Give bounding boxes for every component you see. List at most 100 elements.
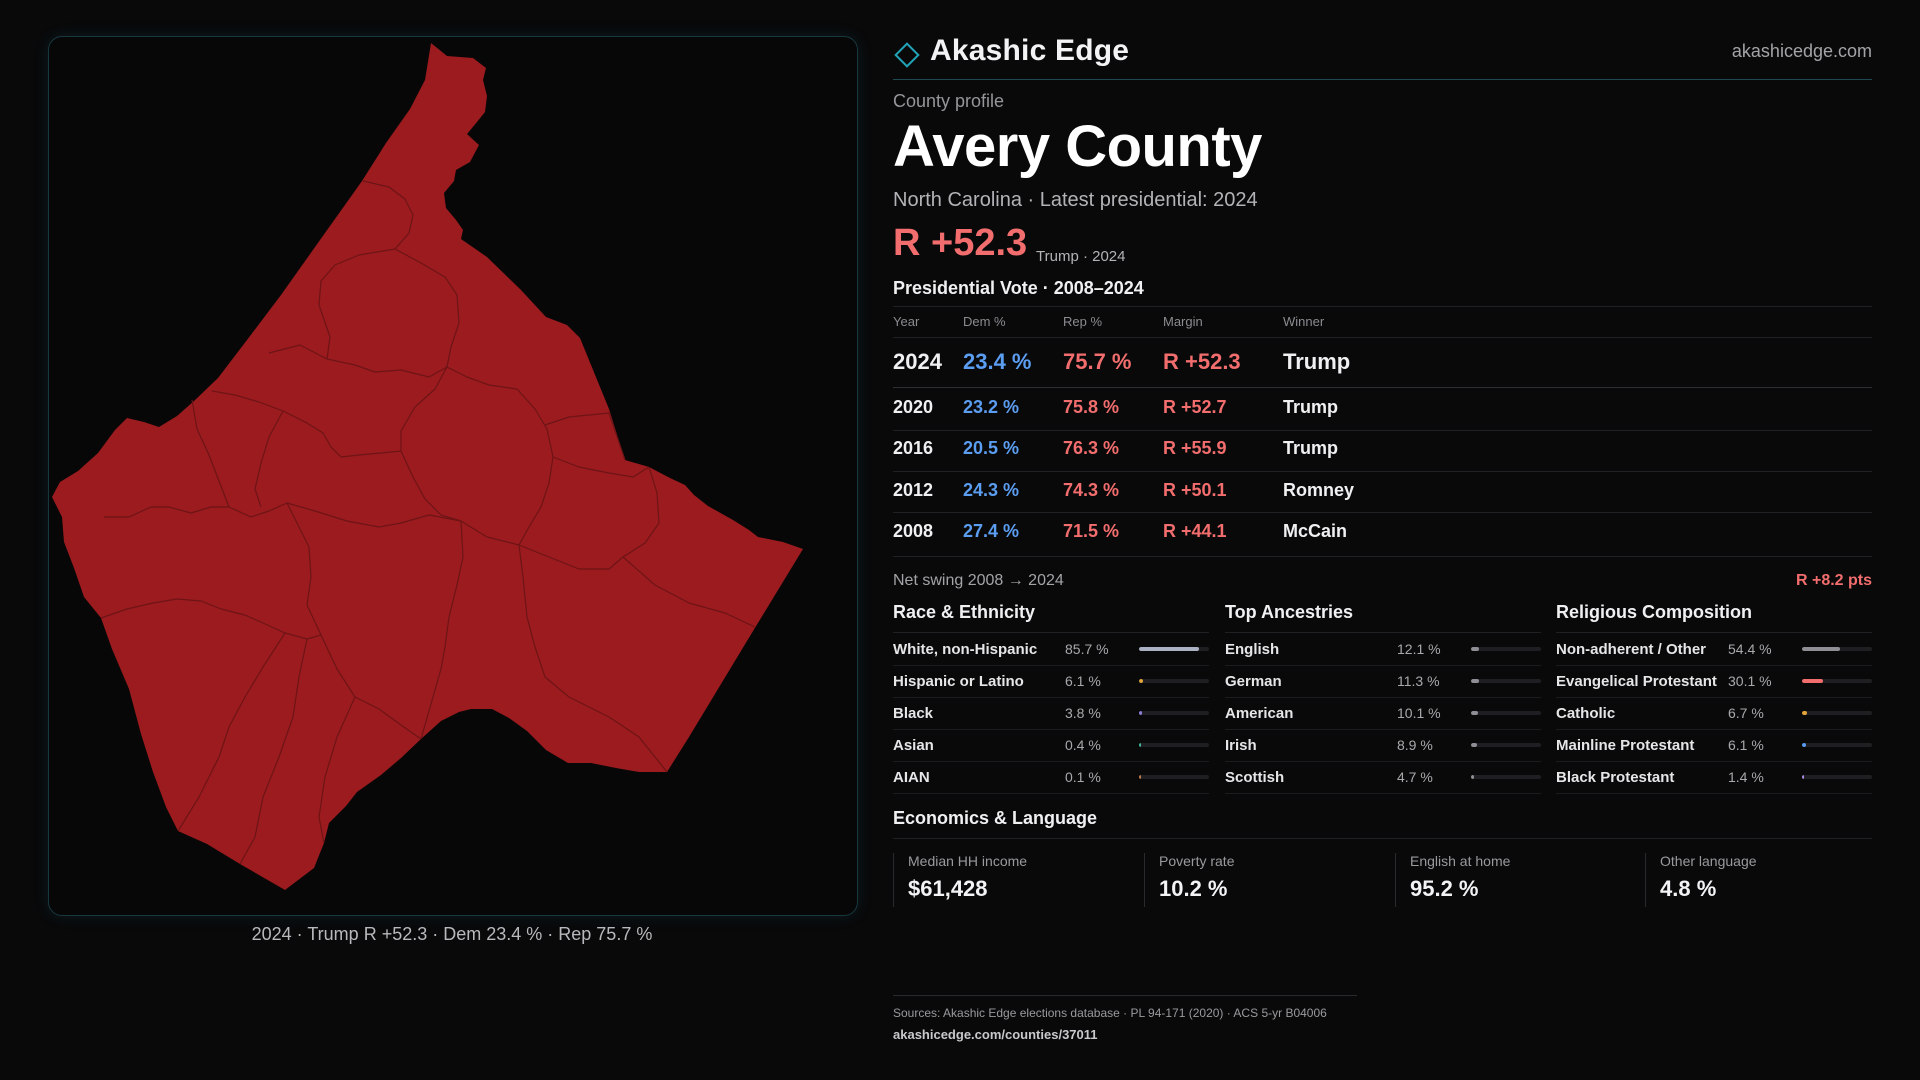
divider	[893, 838, 1872, 839]
list-item-label: Irish	[1225, 737, 1257, 754]
share-bar-track	[1802, 743, 1872, 747]
share-bar-track	[1139, 711, 1209, 715]
table-row-margin: R +55.9	[1163, 438, 1227, 458]
brand-name[interactable]: Akashic Edge	[930, 34, 1130, 67]
list-item: German 11.3 %	[1225, 665, 1541, 698]
religion-section-title: Religious Composition	[1556, 602, 1752, 622]
table-row-year: 2008	[893, 521, 934, 541]
table-row-rep: 76.3 %	[1063, 438, 1120, 458]
stat-label: Median HH income	[908, 853, 1028, 869]
brand-header: Akashic Edge akashicedge.com	[893, 34, 1872, 76]
divider	[893, 556, 1872, 557]
stat-label: Other language	[1660, 853, 1757, 869]
divider	[1225, 632, 1541, 633]
list-item: White, non-Hispanic 85.7 %	[893, 633, 1209, 666]
diamond-logo-icon	[894, 42, 920, 68]
list-item-label: Evangelical Protestant	[1556, 673, 1717, 690]
table-row-winner: Trump	[1283, 397, 1339, 417]
share-bar-track	[1471, 647, 1541, 651]
share-bar-track	[1139, 679, 1209, 683]
county-page-link[interactable]: akashicedge.com/counties/37011	[893, 1027, 1098, 1042]
list-item-value: 6.7 %	[1728, 705, 1764, 721]
share-bar-fill	[1802, 775, 1804, 779]
county-shape[interactable]	[52, 43, 803, 890]
share-bar-track	[1471, 775, 1541, 779]
list-item-value: 6.1 %	[1728, 737, 1764, 753]
share-bar-track	[1139, 743, 1209, 747]
ancestry-section-title: Top Ancestries	[1225, 602, 1354, 622]
table-row-winner: Trump	[1283, 349, 1351, 374]
divider	[893, 430, 1872, 431]
divider	[893, 632, 1209, 633]
list-item-label: Black	[893, 705, 934, 722]
list-item-value: 11.3 %	[1397, 673, 1440, 689]
list-item-value: 4.7 %	[1397, 769, 1433, 785]
table-row-winner: McCain	[1283, 521, 1348, 541]
stat-other-language: Other language 4.8 %	[1645, 853, 1886, 907]
share-bar-fill	[1471, 711, 1479, 715]
table-row-dem: 23.4 %	[963, 349, 1032, 374]
share-bar-track	[1802, 775, 1872, 779]
net-swing-label: Net swing 2008 → 2024	[893, 572, 1064, 589]
brand-url[interactable]: akashicedge.com	[1731, 41, 1872, 61]
share-bar-fill	[1802, 679, 1824, 683]
list-item: Irish 8.9 %	[1225, 729, 1541, 762]
divider	[893, 512, 1872, 513]
column-header-year: Year	[893, 314, 920, 329]
county-profile-panel: Akashic Edge akashicedge.com County prof…	[893, 0, 1872, 1080]
divider	[893, 337, 1872, 338]
table-row-year: 2016	[893, 438, 934, 458]
list-item: Catholic 6.7 %	[1556, 697, 1872, 730]
list-item-label: Mainline Protestant	[1556, 737, 1695, 754]
table-row-dem: 23.2 %	[963, 397, 1020, 417]
list-item-label: Catholic	[1556, 705, 1616, 722]
district-boundaries	[100, 180, 756, 865]
share-bar-track	[1139, 647, 1209, 651]
list-item: Scottish 4.7 %	[1225, 761, 1541, 794]
headline-margin-note: Trump · 2024	[1036, 248, 1126, 265]
page-subtitle: North Carolina · Latest presidential: 20…	[893, 189, 1258, 211]
share-bar-track	[1802, 647, 1872, 651]
list-item: Asian 0.4 %	[893, 729, 1209, 762]
table-row-margin: R +52.3	[1163, 349, 1241, 374]
table-row-winner: Romney	[1283, 480, 1355, 500]
sources-note: Sources: Akashic Edge elections database…	[893, 1006, 1327, 1020]
list-item-label: Asian	[893, 737, 934, 754]
stat-label: English at home	[1410, 853, 1511, 869]
page-title: Avery County	[893, 114, 1262, 179]
list-item-value: 54.4 %	[1728, 641, 1772, 657]
table-row-rep: 75.8 %	[1063, 397, 1120, 417]
list-item-label: Scottish	[1225, 769, 1285, 786]
list-item: American 10.1 %	[1225, 697, 1541, 730]
share-bar-fill	[1802, 743, 1807, 747]
list-item: Hispanic or Latino 6.1 %	[893, 665, 1209, 698]
list-item-label: AIAN	[893, 769, 930, 786]
list-item-value: 0.1 %	[1065, 769, 1101, 785]
list-item-value: 30.1 %	[1728, 673, 1772, 689]
stat-value: $61,428	[908, 876, 988, 901]
table-row-rep: 74.3 %	[1063, 480, 1120, 500]
county-map-panel	[48, 36, 858, 916]
list-item-value: 0.4 %	[1065, 737, 1101, 753]
table-row-dem: 27.4 %	[963, 521, 1020, 541]
share-bar-fill	[1802, 711, 1807, 715]
list-item: AIAN 0.1 %	[893, 761, 1209, 794]
share-bar-fill	[1471, 775, 1475, 779]
share-bar-track	[1471, 743, 1541, 747]
list-item-label: Hispanic or Latino	[893, 673, 1024, 690]
share-bar-fill	[1139, 775, 1141, 779]
table-row-year: 2020	[893, 397, 934, 417]
divider	[1556, 632, 1872, 633]
header-divider	[893, 79, 1872, 80]
list-item-label: American	[1225, 705, 1294, 722]
share-bar-track	[1802, 679, 1872, 683]
stat-median-income: Median HH income $61,428	[893, 853, 1134, 907]
list-item-value: 1.4 %	[1728, 769, 1764, 785]
list-item-label: White, non-Hispanic	[893, 641, 1038, 658]
column-header-rep: Rep %	[1063, 314, 1103, 329]
share-bar-fill	[1471, 647, 1480, 651]
list-item-value: 3.8 %	[1065, 705, 1101, 721]
stat-poverty-rate: Poverty rate 10.2 %	[1144, 853, 1385, 907]
stat-value: 10.2 %	[1159, 876, 1228, 901]
table-row-dem: 24.3 %	[963, 480, 1020, 500]
